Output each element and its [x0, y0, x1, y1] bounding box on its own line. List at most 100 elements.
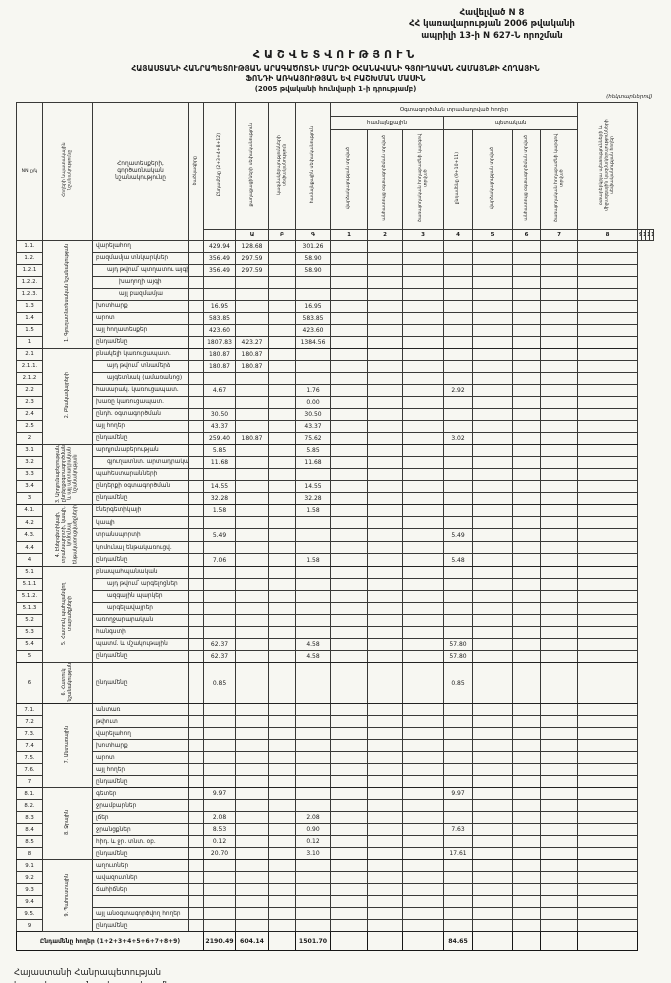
- row-number: 1.2.2.: [16, 275, 43, 289]
- table-row: 8.3 լճեր 2.08 2.08: [16, 811, 654, 825]
- value-col-2: [235, 859, 269, 873]
- value-col-9: [472, 787, 513, 801]
- land-type-label: թփուտ: [92, 715, 189, 729]
- value-col-8: [443, 275, 473, 289]
- value-col-9: [472, 895, 513, 909]
- land-type-label: տրանսպորտի: [92, 528, 189, 542]
- value-col-5: [330, 787, 368, 801]
- table-row: 2.3 խառը կառուցապատ. 0.00: [16, 395, 654, 409]
- value-col-12: [577, 589, 639, 603]
- value-col-5: [330, 335, 368, 349]
- value-col-7: [402, 919, 444, 933]
- value-col-12: [577, 553, 639, 567]
- table-row: 9.4: [16, 895, 654, 909]
- row-number: 7.4: [16, 739, 43, 753]
- section-label-text: 8. Ջրային: [64, 810, 70, 836]
- value-col-2: [235, 637, 269, 651]
- value-col-12: [577, 455, 639, 469]
- row-number: 2.5: [16, 419, 43, 433]
- value-col-5: [330, 239, 368, 253]
- land-type-label: անտառ: [92, 703, 189, 717]
- value-col-11: [539, 383, 579, 397]
- value-col-9: [472, 811, 513, 825]
- code-cell: [188, 739, 204, 753]
- land-type-label: ավազուտներ: [92, 871, 189, 885]
- value-col-8: [443, 491, 473, 505]
- value-col-6: [367, 739, 403, 753]
- value-col-6: [367, 799, 403, 813]
- value-col-7: [402, 491, 444, 505]
- value-col-5: [330, 871, 368, 885]
- code-cell: [188, 625, 204, 639]
- signatory-line-2: կառավարության աշխատակազմի: [14, 980, 170, 983]
- value-col-4: [295, 601, 331, 615]
- value-col-2: [235, 799, 269, 813]
- value-col-1: 5.85: [203, 443, 236, 457]
- value-col-8: 7.63: [443, 823, 473, 837]
- row-number: 8.1.: [16, 787, 43, 801]
- value-col-2: 128.68: [235, 239, 269, 253]
- signatory-line-1: Հայաստանի Հանրապետության: [14, 968, 162, 979]
- value-col-1: 0.12: [203, 835, 236, 849]
- annex-line-3: ապրիլի 13-ի N 627-Ն որոշման: [421, 30, 563, 41]
- value-col-1: [203, 907, 236, 921]
- row-number: 1.4: [16, 311, 43, 325]
- grand-total-col-12: [577, 931, 639, 952]
- value-col-6: [367, 395, 403, 409]
- value-col-10: [512, 419, 541, 433]
- value-col-7: [402, 799, 444, 813]
- table-row: 1 ընդամենը 1807.83 423.27 1384.56: [16, 335, 654, 349]
- code-cell: [188, 347, 204, 361]
- value-col-2: [235, 811, 269, 825]
- value-col-9: [472, 613, 513, 627]
- code-cell: [188, 775, 204, 789]
- row-number: 8.2.: [16, 799, 43, 813]
- value-col-6: [367, 823, 403, 837]
- value-col-6: [367, 919, 403, 933]
- land-type-label: այգետնակ (ամառանոց): [92, 371, 189, 385]
- value-col-7: [402, 775, 444, 789]
- row-number: 7.1.: [16, 703, 43, 717]
- value-col-10: [512, 479, 541, 493]
- value-col-8: [443, 347, 473, 361]
- value-col-5: [330, 775, 368, 789]
- value-col-4: [295, 515, 331, 530]
- value-col-10: [512, 919, 541, 933]
- value-col-6: [367, 347, 403, 361]
- value-col-4: 5.85: [295, 443, 331, 457]
- value-col-11: [539, 859, 579, 873]
- value-col-3: [268, 739, 296, 753]
- value-col-4: [295, 871, 331, 885]
- value-col-11: [539, 835, 579, 849]
- value-col-6: [367, 311, 403, 325]
- value-col-6: [367, 589, 403, 603]
- row-number: 9.3: [16, 883, 43, 897]
- value-col-5: [330, 455, 368, 469]
- value-col-11: [539, 251, 579, 265]
- value-col-5: [330, 919, 368, 933]
- row-number: 1.5: [16, 323, 43, 337]
- value-col-9: [472, 515, 513, 530]
- value-col-1: 423.60: [203, 323, 236, 337]
- value-col-1: 259.40: [203, 431, 236, 445]
- value-col-6: [367, 467, 403, 481]
- value-col-10: [512, 263, 541, 277]
- value-col-8: [443, 799, 473, 813]
- value-col-1: [203, 895, 236, 909]
- value-col-11: [539, 491, 579, 505]
- table-row: 5.1.2. ազգային պարկեր: [16, 589, 654, 603]
- value-col-11: [539, 371, 579, 385]
- value-col-9: [472, 359, 513, 373]
- value-col-7: [402, 359, 444, 373]
- value-col-6: [367, 383, 403, 397]
- value-col-11: [539, 919, 579, 933]
- col-header-code-label: ծածկագիրը: [193, 155, 199, 185]
- value-col-3: [268, 359, 296, 373]
- value-col-8: [443, 907, 473, 921]
- table-row: 9.3 ճահիճներ: [16, 883, 654, 897]
- units-note: (հեկտարներով): [606, 94, 653, 101]
- value-col-1: 14.55: [203, 479, 236, 493]
- value-col-4: [295, 359, 331, 373]
- value-col-2: [235, 311, 269, 325]
- value-col-10: [512, 311, 541, 325]
